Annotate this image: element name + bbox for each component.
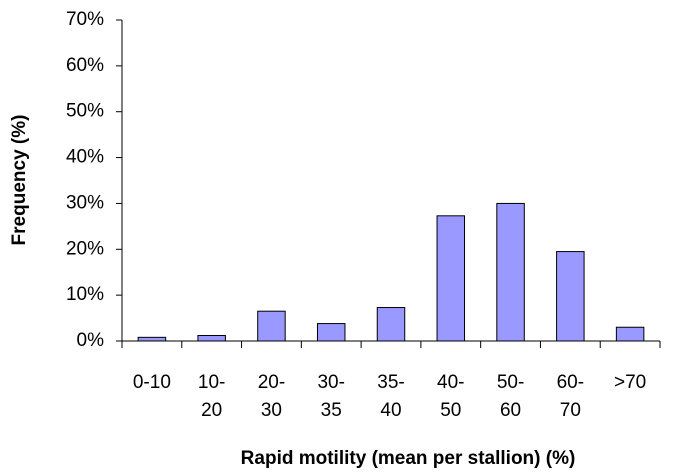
x-tick-label: >70 xyxy=(614,372,646,393)
bar xyxy=(376,307,406,342)
bar xyxy=(615,326,645,342)
x-tick-label: 35-40 xyxy=(377,372,404,421)
y-tick-label: 0% xyxy=(77,330,105,351)
bar xyxy=(137,336,167,342)
y-tick-label: 30% xyxy=(66,192,104,213)
bar xyxy=(316,323,346,342)
y-tick-label: 60% xyxy=(66,55,104,76)
bar xyxy=(496,202,525,342)
y-tick-label: 40% xyxy=(66,147,104,168)
bar xyxy=(556,251,585,342)
y-tick-label: 10% xyxy=(66,284,104,305)
y-tick-label: 70% xyxy=(66,9,104,30)
y-axis-title: Frequency (%) xyxy=(9,115,30,246)
x-tick-label: 0-10 xyxy=(133,372,171,393)
x-tick-label: 40-50 xyxy=(437,372,464,421)
x-tick-label: 10-20 xyxy=(198,372,225,421)
bar xyxy=(197,334,226,342)
bar xyxy=(436,215,466,342)
x-axis-title: Rapid motility (mean per stallion) (%) xyxy=(241,448,576,469)
x-tick-label: 50-60 xyxy=(497,372,524,421)
x-tick-label: 60-70 xyxy=(557,372,584,421)
y-tick-label: 20% xyxy=(66,238,104,259)
bar xyxy=(257,310,286,342)
x-tick-label: 30-35 xyxy=(317,372,344,421)
x-tick-label: 20-30 xyxy=(258,372,285,421)
y-tick-label: 50% xyxy=(66,101,104,122)
